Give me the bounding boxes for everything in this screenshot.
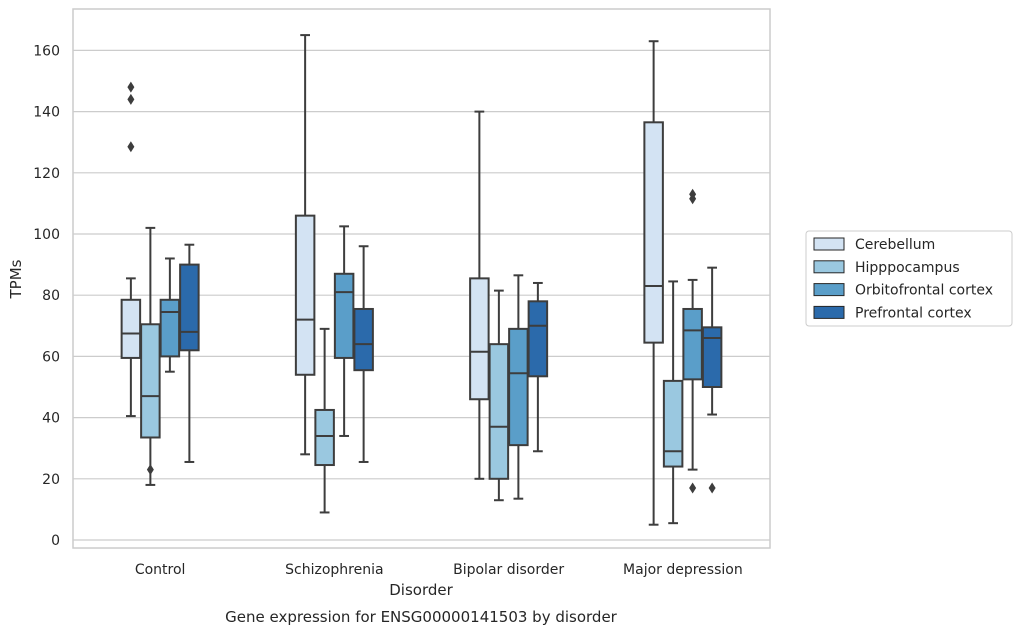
box-orbitofrontal-cortex-control [159, 257, 181, 373]
x-tick-label-bipolar-disorder: Bipolar disorder [453, 562, 564, 578]
box-prefrontal-cortex-control [179, 243, 200, 463]
outlier-point-0 [689, 482, 697, 494]
box-body [662, 379, 684, 468]
box-cerebellum-schizophrenia [294, 34, 316, 456]
y-tick-label-20: 20 [42, 472, 60, 488]
box-body [682, 307, 703, 381]
box-orbitofrontal-cortex-major-depression [682, 188, 703, 494]
outlier-point-0 [127, 141, 135, 153]
y-tick-label-40: 40 [42, 411, 60, 427]
legend-entries: Cerebellum Hipppocampus Orbitofrontal cort… [813, 237, 993, 321]
box-orbitofrontal-cortex-schizophrenia [333, 225, 355, 437]
box-body [488, 343, 510, 480]
legend-item-cerebellum: Cerebellum [813, 237, 935, 253]
x-tick-label-schizophrenia: Schizophrenia [285, 562, 383, 578]
y-tick-label-140: 140 [33, 105, 60, 121]
box-cerebellum-control [120, 81, 142, 418]
y-tick-label-160: 160 [33, 43, 60, 59]
outlier-point-2 [127, 81, 135, 93]
x-axis-title: Disorder [389, 581, 453, 599]
box-cerebellum-major-depression [643, 40, 664, 526]
box-prefrontal-cortex-schizophrenia [353, 245, 374, 463]
x-tick-label-control: Control [135, 562, 186, 578]
box-prefrontal-cortex-major-depression [701, 266, 723, 494]
box-body [701, 326, 723, 388]
legend-item-hipppocampus: Hipppocampus [813, 260, 960, 276]
legend-label: Hipppocampus [855, 260, 960, 276]
legend-swatch [813, 283, 845, 297]
outlier-point-2 [689, 188, 697, 200]
legend-swatch [813, 260, 845, 274]
y-tick-label-100: 100 [33, 227, 60, 243]
legend-swatch [813, 305, 845, 319]
legend-label: Cerebellum [855, 237, 935, 253]
box-body [120, 298, 142, 359]
box-body [140, 323, 161, 439]
y-tick-labels: 0 20 40 60 80 100 120 140 160 [33, 43, 60, 549]
box-body [527, 300, 549, 378]
plot-frame [72, 8, 771, 549]
x-tick-label-major-depression: Major depression [623, 562, 743, 578]
outlier-point-1 [127, 93, 135, 105]
box-body [469, 277, 490, 401]
legend-item-prefrontal-cortex: Prefrontal cortex [813, 305, 972, 321]
y-axis-title: TPMs [7, 259, 25, 299]
box-body [314, 408, 335, 467]
box-layer [120, 34, 723, 526]
outlier-point-0 [708, 482, 716, 494]
box-body [179, 263, 200, 352]
y-tick-label-120: 120 [33, 166, 60, 182]
box-orbitofrontal-cortex-bipolar-disorder [508, 274, 529, 500]
legend-frame [805, 230, 1013, 327]
legend-swatch [813, 237, 845, 251]
legend-item-orbitofrontal-cortex: Orbitofrontal cortex [813, 283, 993, 299]
box-hipppocampus-schizophrenia [314, 327, 335, 514]
box-prefrontal-cortex-bipolar-disorder [527, 281, 549, 453]
box-body [643, 121, 664, 344]
y-tick-label-0: 0 [51, 533, 60, 549]
box-body [294, 214, 316, 376]
x-tick-labels: Control Schizophrenia Bipolar disorder Majo… [135, 562, 743, 578]
legend: Cerebellum Hipppocampus Orbitofrontal cort… [805, 230, 1013, 327]
box-body [508, 327, 529, 447]
box-body [333, 272, 355, 359]
y-tick-label-80: 80 [42, 288, 60, 304]
box-body [159, 298, 181, 358]
chart-caption: Gene expression for ENSG00000141503 by d… [225, 608, 618, 626]
box-body [353, 307, 374, 372]
box-cerebellum-bipolar-disorder [469, 110, 490, 480]
box-hipppocampus-bipolar-disorder [488, 289, 510, 502]
box-hipppocampus-major-depression [662, 280, 684, 525]
legend-label: Orbitofrontal cortex [855, 283, 993, 299]
y-tick-label-60: 60 [42, 349, 60, 365]
legend-label: Prefrontal cortex [855, 305, 972, 321]
outlier-point-0 [146, 464, 154, 476]
box-hipppocampus-control [140, 226, 161, 486]
